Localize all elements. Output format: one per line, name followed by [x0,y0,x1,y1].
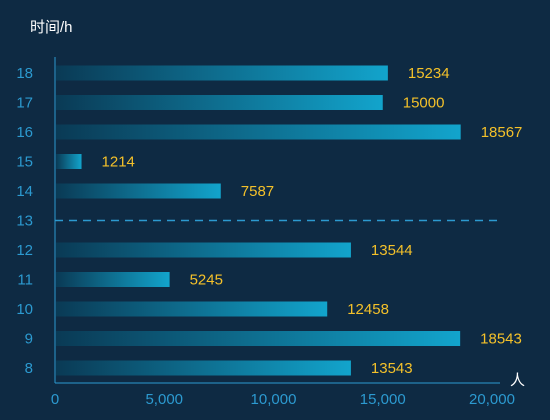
bar-value-label: 15234 [408,65,450,82]
x-tick-label: 5,000 [145,391,183,408]
x-tick-label: 15,000 [360,391,406,408]
bar [56,95,383,110]
bar-value-label: 13544 [371,242,413,259]
y-tick-label: 15 [16,154,33,171]
bar [56,242,351,258]
bar [56,154,82,169]
bar-value-label: 18567 [481,124,523,141]
bar [56,301,328,317]
x-axis-unit: 人 [510,372,525,389]
bar [56,124,461,140]
y-tick-label: 12 [16,242,33,259]
y-tick-label: 9 [25,331,33,348]
y-tick-label: 16 [16,124,33,141]
bar [56,331,461,346]
bar-value-label: 12458 [347,301,389,318]
bar-value-label: 7587 [241,183,274,200]
y-tick-label: 17 [16,95,33,112]
y-tick-label: 11 [17,272,33,289]
y-tick-label: 10 [16,301,33,318]
bar [56,360,351,376]
bar [56,272,170,287]
x-tick-label: 20,000 [469,391,515,408]
bars-layer: 13543 18543 12458 5245 13544 7587 1214 18567 150… [55,65,522,377]
bar-value-label: 15000 [403,95,445,112]
bar-value-label: 1214 [102,154,135,171]
x-tick-label: 10,000 [251,391,297,408]
x-tick-label: 0 [51,391,59,408]
y-tick-label: 8 [25,360,33,377]
y-tick-label: 14 [16,183,33,200]
bar-value-label: 5245 [190,272,223,289]
y-axis: 8 9 10 11 12 13 14 15 16 17 18 [16,57,56,383]
y-axis-title: 时间/h [30,19,73,36]
y-tick-label: 13 [16,213,33,230]
x-axis: 0 5,000 10,000 15,000 20,000 [51,382,515,408]
bar-value-label: 18543 [480,331,522,348]
bar-value-label: 13543 [371,360,413,377]
y-tick-label: 18 [16,65,33,82]
bar [56,65,388,81]
bar [56,183,221,199]
